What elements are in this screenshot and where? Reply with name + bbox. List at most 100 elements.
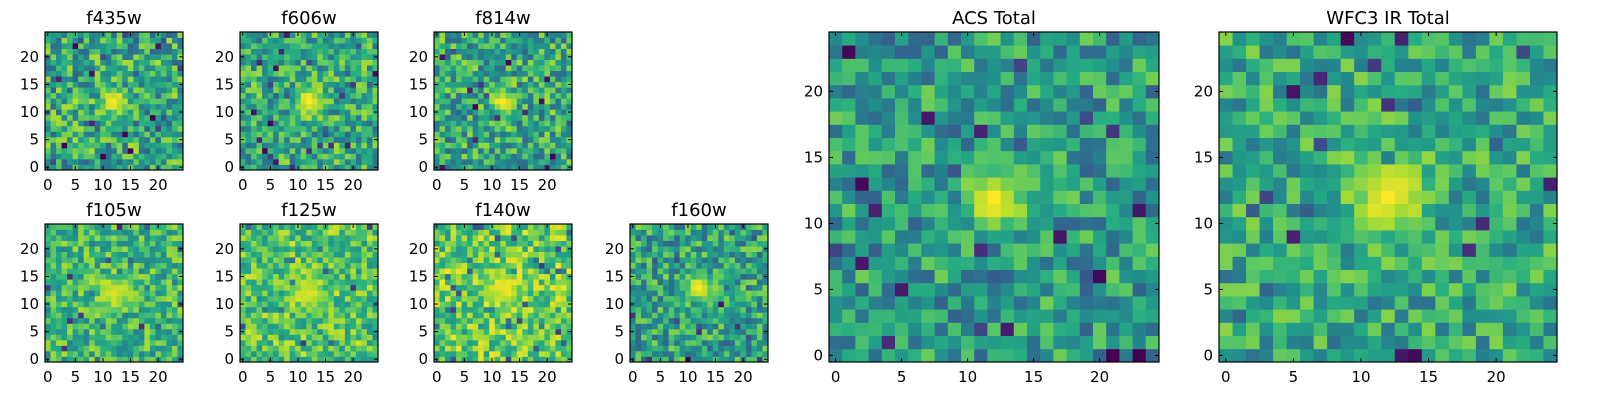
heatmap-cell	[144, 251, 151, 258]
heatmap-cell	[707, 350, 714, 357]
heatmap-cell	[311, 54, 318, 60]
heatmap-cell	[947, 282, 962, 297]
heatmap-cell	[149, 339, 156, 346]
heatmap-cell	[527, 43, 534, 49]
heatmap-cell	[663, 235, 670, 241]
heatmap-cell	[829, 177, 843, 191]
heatmap-cell	[306, 229, 313, 236]
heatmap-cell	[317, 109, 324, 116]
heatmap-cell	[756, 345, 763, 352]
heatmap-cell	[177, 251, 184, 258]
heatmap-cell	[262, 109, 268, 116]
heatmap-cell	[516, 43, 523, 49]
heatmap-cell	[712, 345, 719, 352]
heatmap-cell	[762, 350, 769, 357]
heatmap-cell	[740, 273, 747, 280]
heatmap-cell	[240, 229, 246, 236]
heatmap-cell	[251, 98, 257, 105]
heatmap-cell	[61, 306, 68, 313]
heatmap-cell	[355, 273, 362, 280]
heatmap-cell	[333, 224, 340, 230]
heatmap-cell	[155, 65, 162, 72]
heatmap-cell	[511, 339, 518, 346]
heatmap-cell	[533, 317, 540, 324]
heatmap-cell	[641, 328, 647, 335]
heatmap-cell	[333, 279, 340, 286]
heatmap-cell	[522, 114, 529, 121]
heatmap-cell	[100, 147, 107, 154]
heatmap-cell	[646, 339, 653, 346]
heatmap-cell	[56, 59, 62, 66]
heatmap-cell	[256, 120, 263, 127]
heatmap-cell	[434, 120, 440, 127]
heatmap-cell	[289, 229, 296, 236]
heatmap-cell	[516, 235, 523, 241]
heatmap-cell	[122, 224, 129, 230]
heatmap-cell	[489, 257, 496, 264]
heatmap-cell	[273, 339, 280, 346]
heatmap-cell	[149, 224, 156, 230]
heatmap-cell	[366, 76, 373, 83]
heatmap-cell	[61, 98, 68, 105]
heatmap-cell	[538, 301, 545, 308]
heatmap-cell	[94, 306, 101, 313]
heatmap-cell	[295, 345, 302, 352]
heatmap-cell	[679, 273, 686, 280]
heatmap-cell	[278, 70, 285, 77]
heatmap-cell	[45, 312, 51, 319]
heatmap-cell	[434, 339, 440, 346]
heatmap-cell	[94, 257, 101, 264]
heatmap-cell	[533, 273, 540, 280]
heatmap-cell	[160, 273, 167, 280]
heatmap-cell	[478, 312, 485, 319]
heatmap-cell	[549, 279, 556, 286]
heatmap-cell	[45, 103, 51, 110]
heatmap-cell	[149, 136, 156, 143]
heatmap-cell	[489, 235, 496, 241]
heatmap-cell	[516, 131, 523, 138]
heatmap-cell	[1066, 335, 1081, 350]
heatmap-cell	[83, 328, 90, 335]
heatmap-cell	[450, 125, 457, 132]
heatmap-cell	[921, 230, 935, 244]
heatmap-cell	[652, 257, 658, 264]
x-tick-label: 0	[238, 368, 248, 386]
heatmap-cell	[171, 120, 178, 127]
heatmap-cell	[78, 76, 85, 83]
heatmap-cell	[171, 70, 178, 77]
heatmap-cell	[278, 339, 285, 346]
heatmap-cell	[701, 312, 708, 319]
heatmap-cell	[166, 284, 173, 291]
heatmap-cell	[881, 282, 896, 297]
heatmap-cell	[544, 306, 551, 313]
heatmap-cell	[483, 279, 490, 286]
heatmap-cell	[668, 345, 675, 352]
heatmap-cell	[467, 323, 474, 330]
heatmap-cell	[171, 158, 178, 165]
heatmap-cell	[483, 109, 490, 116]
heatmap-cell	[527, 92, 534, 99]
heatmap-cell	[1106, 190, 1120, 204]
heatmap-cell	[111, 273, 118, 280]
heatmap-cell	[483, 290, 490, 297]
heatmap-cell	[483, 268, 490, 275]
heatmap-cell	[67, 317, 73, 324]
heatmap-cell	[149, 295, 156, 302]
heatmap-cell	[1053, 190, 1067, 204]
heatmap-cell	[149, 48, 156, 55]
heatmap-cell	[467, 356, 474, 363]
heatmap-cell	[355, 114, 362, 121]
heatmap-cell	[295, 279, 302, 286]
heatmap-cell	[685, 268, 692, 275]
heatmap-cell	[177, 257, 184, 264]
heatmap-cell	[111, 268, 118, 275]
heatmap-cell	[256, 268, 263, 275]
heatmap-cell	[1013, 282, 1028, 297]
heatmap-cell	[635, 251, 642, 258]
heatmap-cell	[729, 345, 736, 352]
heatmap-cell	[881, 256, 896, 270]
heatmap-cell	[155, 301, 162, 308]
heatmap-cell	[160, 32, 167, 38]
heatmap-cell	[50, 312, 57, 319]
heatmap-cell	[668, 257, 675, 264]
